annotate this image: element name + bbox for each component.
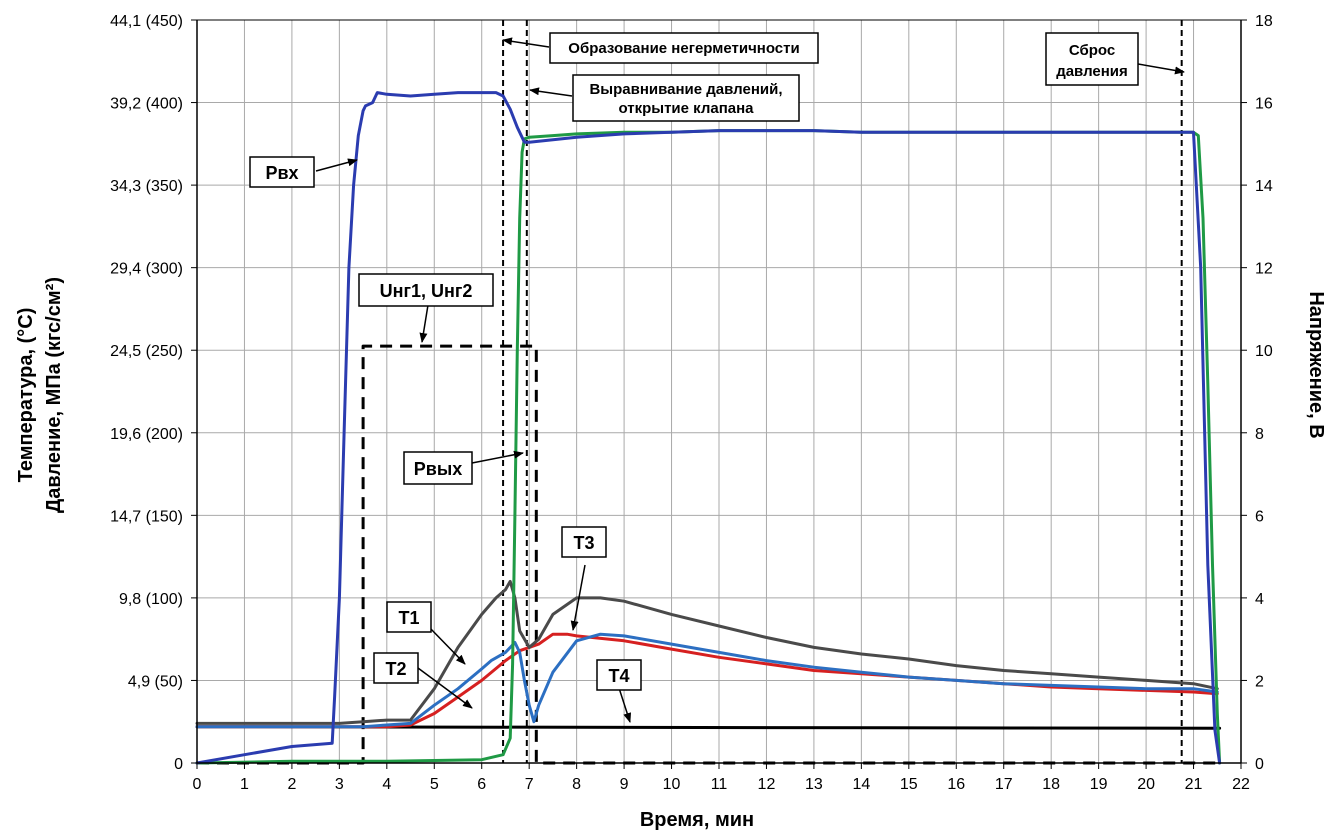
label-p-in: Рвх: [265, 163, 298, 183]
x-tick-label: 17: [995, 776, 1013, 793]
x-tick-label: 18: [1042, 776, 1060, 793]
y-right-tick-label: 6: [1255, 508, 1264, 525]
x-tick-label: 22: [1232, 776, 1250, 793]
y-left-tick-label: 4,9 (50): [128, 673, 183, 690]
y-left-axis-title-1: Температура, (°C): [15, 308, 37, 483]
series-line-t1: [195, 579, 1219, 725]
y-right-tick-label: 18: [1255, 13, 1273, 30]
marker-label-release-line1: Сброс: [1069, 42, 1115, 59]
label-box-p-out: [403, 451, 473, 485]
y-left-tick-label: 0: [174, 756, 183, 773]
marker-label-leak: Образование негерметичности: [568, 40, 799, 57]
label-t4: Т4: [608, 666, 629, 686]
y-right-tick-label: 4: [1255, 591, 1264, 608]
x-tick-label: 12: [758, 776, 776, 793]
marker-label-release-line2: давления: [1056, 63, 1128, 80]
label-box-p-in: [249, 156, 315, 188]
label-u: Uнг1, Uнг2: [380, 281, 473, 301]
x-tick-label: 15: [900, 776, 918, 793]
vertical-markers: [502, 20, 1183, 763]
y-right-tick-label: 2: [1255, 673, 1264, 690]
label-box-t4: [596, 659, 642, 691]
data-series: [195, 91, 1222, 765]
series-line-u: [197, 344, 1218, 765]
x-tick-label: 11: [711, 776, 728, 793]
marker-box-release: [1045, 32, 1139, 86]
label-t1: Т1: [398, 608, 419, 628]
y-right-tick-label: 8: [1255, 426, 1264, 443]
label-box-t3: [561, 526, 607, 558]
x-tick-label: 14: [852, 776, 870, 793]
y-left-tick-label: 44,1 (450): [110, 13, 183, 30]
x-tick-label: 4: [382, 776, 391, 793]
x-tick-label: 3: [335, 776, 344, 793]
x-tick-label: 6: [477, 776, 486, 793]
y-left-tick-label: 19,6 (200): [110, 426, 183, 443]
annotations: Рвх Рвых Uнг1, Uнг2 Т1 Т2 Т3 Т4 Образова…: [249, 32, 1185, 723]
x-tick-label: 20: [1137, 776, 1155, 793]
series-line-p-in: [195, 91, 1222, 765]
y-right-tick-label: 14: [1255, 178, 1273, 195]
series-line-t2: [195, 632, 1219, 729]
label-p-out: Рвых: [414, 459, 462, 479]
label-t2: Т2: [385, 659, 406, 679]
x-tick-label: 0: [193, 776, 202, 793]
y-left-tick-label: 24,5 (250): [110, 343, 183, 360]
x-tick-label: 19: [1090, 776, 1108, 793]
x-tick-label: 10: [663, 776, 681, 793]
y-left-tick-label: 34,3 (350): [110, 178, 183, 195]
label-box-t1: [386, 601, 432, 633]
x-tick-label: 21: [1185, 776, 1203, 793]
y-left-tick-label: 9,8 (100): [119, 591, 183, 608]
y-left-tick-label: 39,2 (400): [110, 96, 183, 113]
y-right-tick-label: 12: [1255, 261, 1273, 278]
x-tick-label: 7: [525, 776, 534, 793]
x-tick-label: 5: [430, 776, 439, 793]
y-left-axis-title-2: Давление, МПа (кгс/см²): [43, 277, 65, 513]
tick-labels: 0 1 2 3 4 5 6 7 8 9 10 11 12 13 14 15 16 17 18 19 20 21 2204,9…: [110, 13, 1273, 793]
x-tick-label: 2: [287, 776, 296, 793]
y-right-tick-label: 0: [1255, 756, 1264, 773]
x-tick-label: 13: [805, 776, 823, 793]
label-box-u: [358, 273, 494, 307]
label-box-t2: [373, 652, 419, 684]
y-right-tick-label: 10: [1255, 343, 1273, 360]
y-right-axis-title: Напряжение, В: [1305, 291, 1327, 438]
x-tick-label: 1: [240, 776, 249, 793]
y-left-tick-label: 29,4 (300): [110, 261, 183, 278]
marker-box-leak: [549, 32, 819, 64]
y-left-tick-label: 14,7 (150): [110, 508, 183, 525]
marker-label-equalize-line1: Выравнивание давлений,: [589, 81, 782, 98]
y-right-tick-label: 16: [1255, 96, 1273, 113]
axes: [191, 19, 1247, 769]
x-tick-label: 16: [947, 776, 965, 793]
x-tick-label: 8: [572, 776, 581, 793]
marker-box-equalize: [572, 74, 800, 122]
x-tick-label: 9: [620, 776, 629, 793]
label-t3: Т3: [573, 533, 594, 553]
marker-label-equalize-line2: открытие клапана: [618, 100, 754, 117]
x-axis-title: Время, мин: [640, 809, 754, 831]
